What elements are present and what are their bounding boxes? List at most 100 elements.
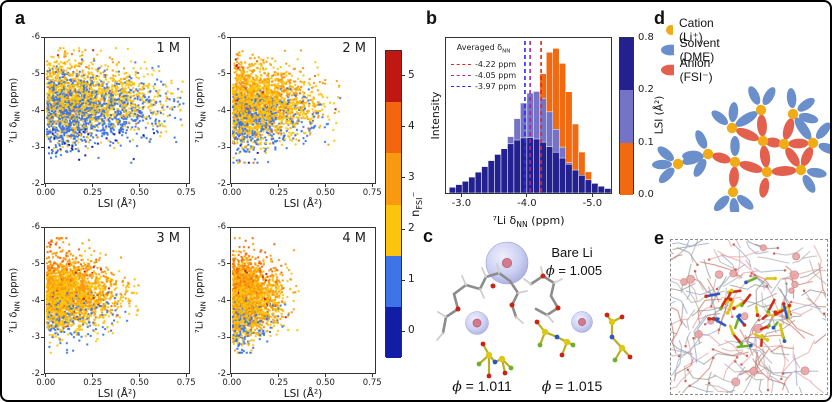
x-tick-label: 0.25 [83, 188, 103, 198]
anion-ellipse [759, 177, 770, 198]
x-tick-mark [324, 374, 326, 377]
hist-bar-navy [565, 163, 573, 193]
hist-bar-navy [455, 184, 463, 193]
solvent-ellipse [657, 146, 674, 162]
colorbar-segment [386, 306, 401, 359]
y-tick-mark [227, 373, 230, 375]
y-axis-label: ⁷Li δNN (ppm) [8, 77, 22, 144]
x-axis-label: LSI (Å²) [283, 198, 323, 210]
scatter-points-canvas [45, 38, 189, 183]
x-tick-mark [526, 194, 528, 197]
y-tick-label: -4 [217, 105, 226, 116]
x-tick-mark [278, 184, 280, 187]
colorbar-tick-mark [402, 330, 405, 332]
y-tick-mark [41, 73, 44, 75]
y-tick-mark [227, 73, 230, 75]
colorbar-tick-label: 1 [408, 273, 415, 286]
x-axis-label: LSI (Å²) [97, 198, 137, 210]
x-tick-label: 0.50 [129, 378, 149, 388]
legend-label: Solvent (DME) [679, 36, 720, 64]
y-tick-label: -3 [31, 142, 40, 153]
anion-ellipse [765, 137, 782, 148]
y-tick-label: -3 [217, 332, 226, 343]
x-tick-mark [371, 374, 373, 377]
y-tick-mark [227, 146, 230, 148]
y-tick-label: -5 [217, 258, 226, 269]
colorbar-tick-label: 0.8 [638, 32, 654, 43]
y-tick-mark [41, 36, 44, 38]
y-axis-label: ⁷Li δNN (ppm) [8, 267, 22, 334]
solvent-icon [661, 44, 674, 56]
y-axis-label: ⁷Li δNN (ppm) [194, 77, 208, 144]
y-tick-mark [227, 300, 230, 301]
cation-icon [666, 25, 673, 35]
solvent-ellipse [730, 136, 740, 156]
colorbar-segment [386, 153, 401, 205]
solvent-ellipse [695, 130, 708, 149]
legend-dash-icon [451, 74, 471, 76]
x-tick-label: 0.25 [83, 378, 103, 388]
colorbar-segment [620, 38, 633, 91]
solvent-ellipse [786, 88, 797, 109]
y-tick-label: -6 [217, 222, 226, 232]
hist-bar-navy [468, 176, 476, 193]
panel-a-scatter-grid: -6-5-4-3-20.000.250.500.751 M⁷Li δNN (pp… [2, 2, 425, 400]
colorbar-tick-label: 0.2 [638, 84, 654, 96]
y-tick-label: -4 [217, 295, 226, 306]
hist-bar-navy [591, 183, 599, 193]
hist-bar-navy [604, 188, 611, 193]
x-tick-label: 0.75 [176, 378, 196, 388]
legend-dash-icon [451, 85, 471, 87]
anion-ellipse [739, 161, 763, 173]
anion-ellipse [788, 138, 809, 149]
anion-ellipse [712, 152, 731, 164]
x-axis-label: LSI (Å²) [283, 388, 323, 400]
y-tick-mark [227, 226, 230, 228]
x-tick-mark [231, 374, 233, 377]
legend-entry-label: -4.05 ppm [475, 70, 517, 80]
hist-bar-navy [500, 148, 508, 193]
colorbar-segment [386, 255, 401, 308]
x-tick-label: 0.00 [222, 378, 242, 388]
colorbar-tick-label: 0 [408, 324, 415, 337]
legend-label: Anion (FSI⁻) [679, 56, 713, 84]
x-tick-mark [92, 184, 94, 187]
hist-bar-navy [494, 154, 502, 193]
x-tick-mark [45, 374, 47, 377]
legend-entry-label: -4.22 ppm [475, 59, 517, 69]
y-tick-label: -2 [31, 369, 40, 379]
panel-label-c: c [423, 226, 434, 246]
colorbar-tick-mark [402, 279, 405, 281]
solvent-ellipse [737, 194, 754, 210]
colorbar-tick-label: 4 [408, 119, 415, 132]
hist-bar-navy [552, 151, 560, 193]
cation-node [807, 137, 819, 149]
cation-node [757, 135, 769, 147]
anion-icon [661, 64, 674, 76]
hist-bar-navy [520, 137, 528, 193]
y-tick-mark [41, 300, 44, 301]
panel-b-histogram: -3.0 -4.0 -5.0 ⁷Li δNN (ppm) Intensity Averag… [422, 2, 666, 230]
hist-bar-navy [487, 160, 495, 193]
x-tick-label: 0.75 [362, 188, 382, 198]
y-tick-mark [41, 336, 44, 338]
hist-bar-navy [507, 143, 515, 193]
phi-left-label: ϕ = 1.011 [452, 378, 512, 395]
colorbar-tick-mark [402, 75, 405, 77]
y-tick-label: -4 [31, 105, 40, 116]
solvent-ellipse [794, 117, 812, 140]
ion-network-schematic [652, 86, 830, 212]
x-tick-mark [138, 184, 140, 187]
x-tick-label: 0.25 [269, 188, 289, 198]
x-tick-label: 0.50 [315, 188, 335, 198]
molecule-illustrations [436, 241, 633, 379]
bare-li-label: Bare Li [551, 245, 593, 260]
y-tick-mark [41, 226, 44, 228]
colorbar-tick-mark [402, 177, 405, 179]
solvent-ellipse [735, 111, 758, 127]
anion-ellipse [800, 146, 814, 167]
solvent-ellipse [728, 102, 739, 123]
x-tick-mark [45, 184, 47, 187]
panel-label-a: a [15, 8, 26, 28]
